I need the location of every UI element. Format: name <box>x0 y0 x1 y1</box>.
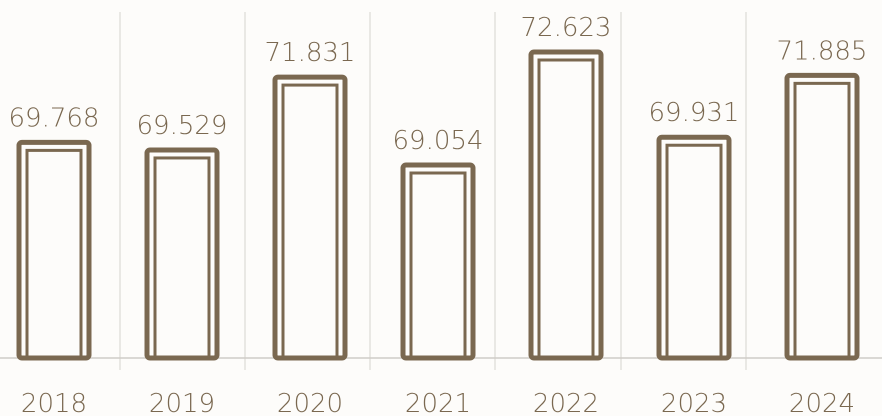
value-label-2023: 69.931 <box>649 98 740 128</box>
bar-inner-2024 <box>793 81 851 360</box>
value-label-2024: 71.885 <box>777 36 868 66</box>
bar-2024 <box>784 72 860 361</box>
category-label-2022: 2022 <box>533 389 599 416</box>
category-label-2024: 2024 <box>789 389 855 416</box>
category-labels: 2018 2019 2020 2021 2022 2023 2024 <box>21 389 855 416</box>
category-label-2020: 2020 <box>277 389 343 416</box>
value-label-2021: 69.054 <box>393 126 484 156</box>
bar-2021 <box>400 162 476 361</box>
category-label-2019: 2019 <box>149 389 215 416</box>
value-label-2018: 69.768 <box>9 103 100 133</box>
bar-inner-2023 <box>665 143 723 360</box>
value-label-2020: 71.831 <box>265 38 356 68</box>
bar-2018 <box>16 139 92 361</box>
value-label-2022: 72.623 <box>521 13 612 43</box>
category-label-2018: 2018 <box>21 389 87 416</box>
value-labels: 69.768 69.529 71.831 69.054 72.623 69.931 71.8… <box>9 13 868 156</box>
bar-inner-2022 <box>537 58 595 360</box>
bar-inner-2021 <box>409 171 467 360</box>
bar-2019 <box>144 147 220 361</box>
bar-2023 <box>656 134 732 361</box>
category-label-2023: 2023 <box>661 389 727 416</box>
bars <box>16 49 860 361</box>
bar-2020 <box>272 74 348 361</box>
category-label-2021: 2021 <box>405 389 471 416</box>
grid-lines <box>0 12 882 370</box>
bar-2022 <box>528 49 604 361</box>
value-label-2019: 69.529 <box>137 111 228 141</box>
bar-inner-2018 <box>25 148 83 360</box>
bar-inner-2020 <box>281 83 339 360</box>
bar-inner-2019 <box>153 156 211 360</box>
